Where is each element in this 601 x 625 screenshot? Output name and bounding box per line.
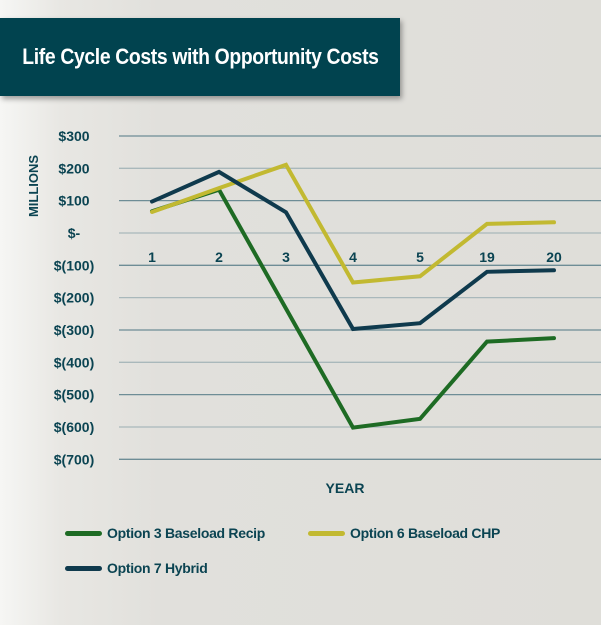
chart-title-banner: Life Cycle Costs with Opportunity Costs xyxy=(0,18,400,96)
series-line-3 xyxy=(150,169,556,332)
y-tick-label: $100 xyxy=(58,193,89,209)
series-line-2 xyxy=(150,162,556,285)
chart-title: Life Cycle Costs with Opportunity Costs xyxy=(21,44,379,69)
y-axis-label: MILLIONS xyxy=(26,155,41,217)
legend-label: Option 3 Baseload Recip xyxy=(107,525,266,541)
y-tick-label: $300 xyxy=(58,128,89,144)
x-axis-label: YEAR xyxy=(326,480,365,496)
legend-item: Option 3 Baseload Recip xyxy=(65,523,265,543)
legend-item: Option 6 Baseload CHP xyxy=(308,523,500,543)
y-tick-label: $(100) xyxy=(54,257,94,273)
y-tick-label: $(400) xyxy=(54,354,94,370)
x-tick-label: 20 xyxy=(546,249,562,265)
x-tick-label: 2 xyxy=(215,249,223,265)
y-tick-label: $(500) xyxy=(54,387,94,403)
y-tick-label: $- xyxy=(68,225,81,241)
y-tick-label: $200 xyxy=(58,160,89,176)
x-tick-label: 3 xyxy=(282,249,290,265)
legend-label: Option 6 Baseload CHP xyxy=(350,525,501,541)
y-tick-label: $(200) xyxy=(54,290,94,306)
legend-item: Option 7 Hybrid xyxy=(65,558,208,578)
legend-label: Option 7 Hybrid xyxy=(107,560,208,576)
y-tick-label: $(700) xyxy=(54,451,94,467)
x-tick-label: 4 xyxy=(349,249,357,265)
x-tick-label: 19 xyxy=(479,249,495,265)
legend-swatch xyxy=(65,565,102,571)
legend-swatch xyxy=(65,530,102,536)
x-tick-label: 5 xyxy=(416,249,424,265)
y-tick-label: $(300) xyxy=(54,322,94,338)
legend-swatch xyxy=(308,530,345,536)
x-tick-label: 1 xyxy=(148,249,156,265)
y-tick-label: $(600) xyxy=(54,419,94,435)
